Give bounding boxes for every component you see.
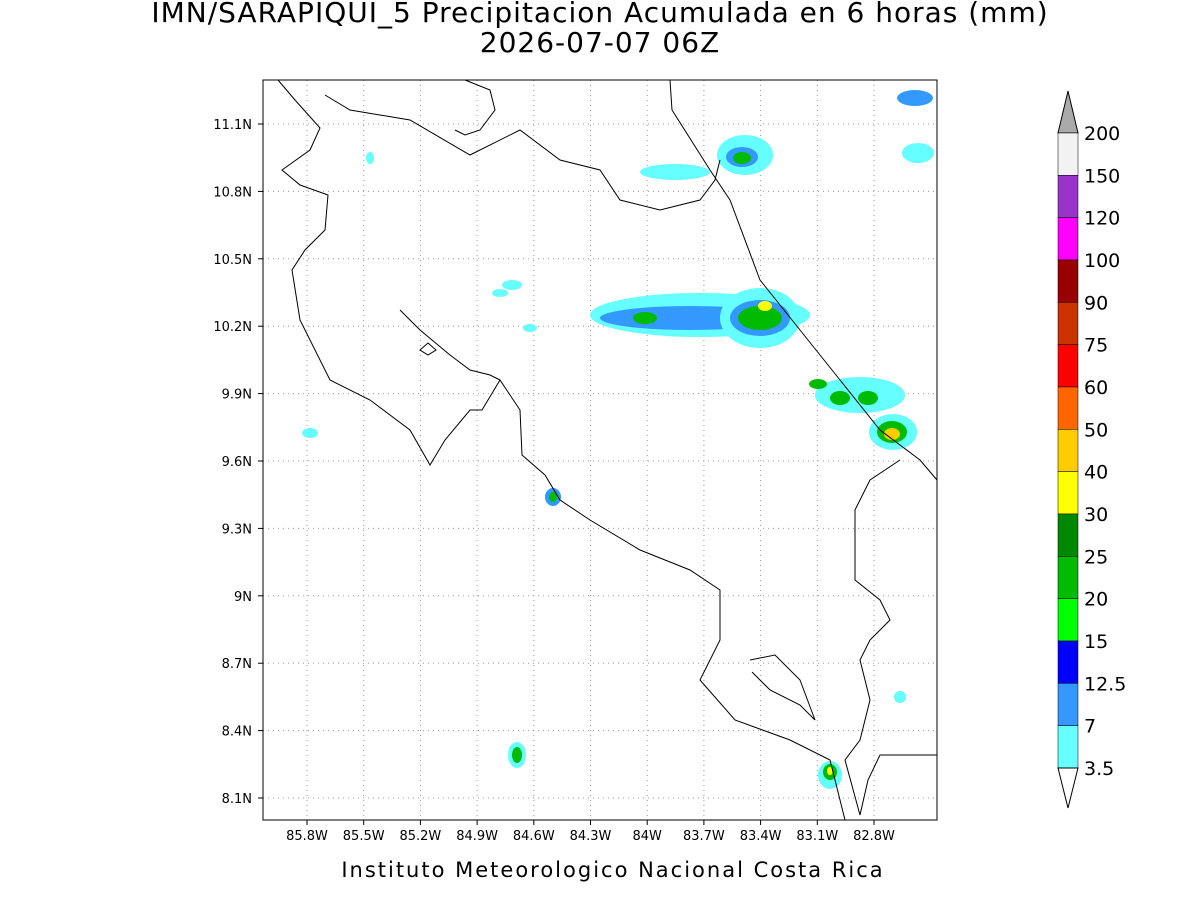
lat-label: 8.1N	[222, 792, 252, 807]
lat-label: 10.8N	[213, 185, 252, 200]
grid	[263, 80, 937, 820]
colorbar-label: 200	[1084, 123, 1120, 145]
colorbar-label: 15	[1084, 631, 1108, 653]
lon-label: 83.7W	[683, 829, 725, 844]
nicaragua-border	[324, 94, 721, 211]
lon-label: 83.1W	[796, 829, 838, 844]
colorbar-label: 90	[1084, 292, 1108, 314]
lon-label: 84.3W	[570, 829, 612, 844]
island	[419, 342, 437, 356]
subtitle: 2026-07-07 06Z	[480, 26, 720, 59]
lake-shore	[454, 79, 496, 136]
lat-label: 10.2N	[213, 320, 252, 335]
rain-cell	[738, 306, 782, 330]
rain-cell	[902, 143, 934, 163]
rain-cell	[523, 324, 537, 332]
rain-cell	[733, 152, 751, 164]
colorbar-label: 150	[1084, 165, 1120, 187]
rain-cell	[758, 301, 772, 311]
colorbar-label: 40	[1084, 462, 1108, 484]
rain-cell	[633, 312, 657, 324]
colorbar-over	[1057, 90, 1079, 134]
colorbar-label: 60	[1084, 377, 1108, 399]
lon-label: 83.4W	[740, 829, 782, 844]
rain-cell	[640, 164, 710, 180]
golfo-dulce	[749, 654, 816, 721]
colorbar-swatch	[1057, 386, 1079, 430]
rain-cell	[302, 428, 318, 438]
colorbar-label: 120	[1084, 208, 1120, 230]
colorbar-swatch	[1057, 429, 1079, 472]
colorbar-under	[1057, 767, 1079, 809]
lat-label: 8.7N	[222, 657, 252, 672]
colorbar-swatch	[1057, 217, 1079, 261]
rain-cell	[549, 492, 557, 502]
lat-label: 8.4N	[222, 725, 252, 740]
colorbar-swatch	[1057, 259, 1079, 303]
colorbar-swatch	[1057, 556, 1079, 599]
coastlines	[277, 79, 938, 821]
rain-cell	[492, 289, 508, 297]
rain-cell	[858, 391, 878, 405]
colorbar-swatch	[1057, 683, 1079, 726]
pacific-coast	[277, 79, 846, 821]
lon-label: 84.9W	[456, 829, 498, 844]
colorbar-label: 25	[1084, 546, 1108, 568]
lon-label: 85.8W	[286, 829, 328, 844]
lat-label: 9.6N	[222, 455, 252, 470]
lat-label: 9.9N	[222, 388, 252, 403]
colorbar-label: 50	[1084, 419, 1108, 441]
precipitation	[302, 90, 934, 789]
colorbar-label: 75	[1084, 335, 1108, 357]
colorbar-swatch	[1057, 513, 1079, 557]
lat-label: 10.5N	[213, 253, 252, 268]
lon-label: 85.5W	[343, 829, 385, 844]
panama-border	[844, 459, 937, 816]
colorbar-swatch	[1057, 344, 1079, 388]
colorbar-label: 20	[1084, 589, 1108, 611]
rain-cell	[884, 428, 900, 440]
colorbar-label: 3.5	[1084, 758, 1114, 780]
colorbar-swatch	[1057, 302, 1079, 345]
colorbar: 200 150 120 100 90 75 60 50 40 30 25 20 15 12.5 7 3.5	[1057, 90, 1126, 809]
lat-label: 11.1N	[213, 118, 252, 133]
caribbean-coast	[669, 79, 938, 481]
lon-label: 84W	[632, 829, 662, 844]
colorbar-label: 100	[1084, 250, 1120, 272]
colorbar-swatch	[1057, 640, 1079, 684]
rain-cell	[502, 280, 522, 290]
colorbar-swatch	[1057, 175, 1079, 218]
rain-cell	[894, 691, 906, 703]
lon-label: 84.6W	[513, 829, 555, 844]
lon-label: 82.8W	[853, 829, 895, 844]
rain-cell	[366, 152, 374, 164]
rain-cell	[897, 90, 933, 106]
colorbar-swatch	[1057, 598, 1079, 642]
lat-label: 9.3N	[222, 522, 252, 537]
colorbar-swatch	[1057, 471, 1079, 515]
rain-cell	[827, 767, 833, 775]
lon-label: 85.2W	[399, 829, 441, 844]
footer: Instituto Meteorologico Nacional Costa R…	[341, 858, 884, 882]
gulf-nicoya	[399, 309, 501, 381]
colorbar-label: 30	[1084, 504, 1108, 526]
rain-cell	[512, 747, 522, 763]
colorbar-label: 7	[1084, 716, 1096, 738]
colorbar-swatch	[1057, 725, 1079, 769]
colorbar-label: 12.5	[1084, 673, 1126, 695]
map-frame	[262, 79, 938, 821]
rain-cell	[809, 379, 827, 389]
rain-cell	[830, 391, 850, 405]
rain-cells	[302, 90, 934, 789]
title: IMN/SARAPIQUI_5 Precipitacion Acumulada …	[151, 0, 1048, 29]
lat-label: 9N	[234, 590, 252, 605]
colorbar-swatch	[1057, 132, 1079, 176]
